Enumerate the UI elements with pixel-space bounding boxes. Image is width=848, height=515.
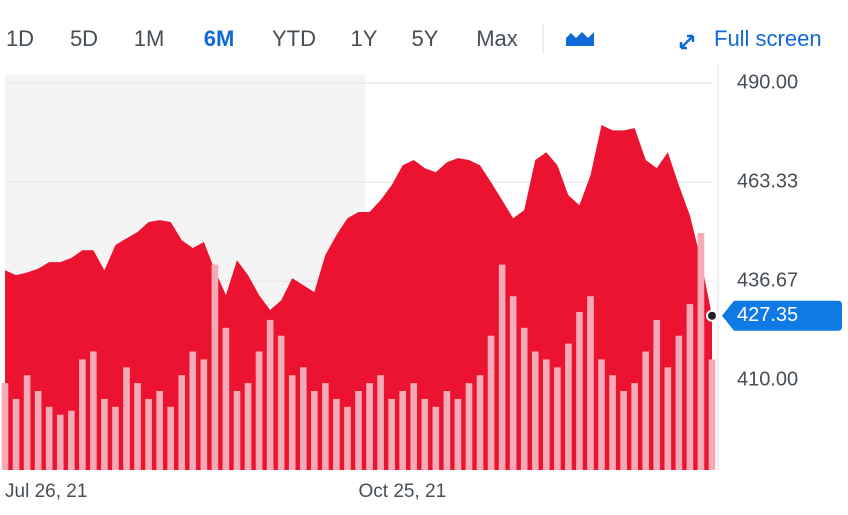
volume-bar bbox=[432, 406, 440, 470]
volume-bar bbox=[664, 367, 672, 470]
volume-bar bbox=[299, 367, 307, 470]
volume-bar bbox=[200, 359, 208, 470]
volume-bar bbox=[310, 391, 318, 470]
x-tick-label: Oct 25, 21 bbox=[359, 481, 447, 502]
volume-bar bbox=[487, 335, 495, 470]
range-button[interactable]: 5Y bbox=[412, 26, 439, 51]
volume-bar bbox=[443, 391, 451, 470]
volume-bar bbox=[266, 319, 274, 470]
volume-bar bbox=[90, 351, 97, 470]
volume-bar bbox=[322, 383, 329, 470]
volume-bar bbox=[112, 406, 119, 470]
volume-bar bbox=[708, 359, 716, 470]
volume-bar bbox=[377, 375, 384, 470]
volume-bar bbox=[344, 406, 351, 470]
volume-bar bbox=[454, 398, 462, 470]
volume-bar bbox=[101, 398, 108, 470]
volume-bar bbox=[399, 391, 407, 470]
volume-bar bbox=[233, 391, 241, 470]
volume-bar bbox=[178, 375, 186, 470]
range-button[interactable]: 1D bbox=[6, 26, 34, 51]
y-tick-label: 436.67 bbox=[737, 269, 798, 291]
fullscreen-label: Full screen bbox=[714, 26, 822, 51]
volume-bar bbox=[576, 312, 583, 470]
volume-bar bbox=[134, 383, 141, 470]
volume-bar bbox=[587, 296, 594, 470]
area-icon bbox=[566, 32, 594, 46]
volume-bar bbox=[520, 327, 528, 470]
volume-bar bbox=[79, 359, 86, 470]
range-button[interactable]: 1Y bbox=[351, 26, 378, 51]
volume-bar bbox=[211, 264, 219, 470]
volume-bar bbox=[565, 343, 572, 470]
range-button[interactable]: Max bbox=[476, 26, 518, 51]
volume-bar bbox=[244, 383, 252, 470]
range-button[interactable]: 1M bbox=[134, 26, 165, 51]
volume-bar bbox=[498, 264, 506, 470]
volume-bar bbox=[509, 296, 517, 470]
volume-bar bbox=[421, 398, 429, 470]
y-tick-label: 463.33 bbox=[737, 170, 798, 192]
volume-bar bbox=[631, 383, 638, 470]
last-price-tag bbox=[722, 300, 842, 331]
volume-bar bbox=[554, 367, 561, 470]
volume-bar bbox=[222, 327, 230, 470]
volume-bar bbox=[675, 335, 683, 470]
volume-bar bbox=[697, 233, 705, 470]
volume-bar bbox=[355, 391, 362, 470]
volume-bar bbox=[45, 406, 53, 470]
volume-bar bbox=[476, 375, 484, 470]
y-tick-label: 410.00 bbox=[737, 368, 798, 390]
volume-bar bbox=[642, 351, 650, 470]
volume-bar bbox=[167, 406, 175, 470]
volume-bar bbox=[609, 375, 616, 470]
volume-bar bbox=[288, 375, 296, 470]
last-price-dot bbox=[706, 309, 718, 322]
volume-bar bbox=[67, 410, 75, 470]
volume-bar bbox=[598, 359, 605, 470]
volume-bar bbox=[542, 359, 550, 470]
chart-type-button[interactable] bbox=[566, 32, 594, 46]
volume-bar bbox=[333, 398, 340, 470]
volume-bar bbox=[410, 383, 418, 470]
volume-bar bbox=[277, 335, 285, 470]
volume-bar bbox=[653, 319, 661, 470]
volume-bar bbox=[620, 391, 627, 470]
range-button[interactable]: YTD bbox=[272, 26, 316, 51]
volume-bar bbox=[531, 351, 539, 470]
last-price-label: 427.35 bbox=[737, 304, 798, 326]
volume-bar bbox=[255, 351, 263, 470]
volume-bar bbox=[686, 304, 694, 470]
range-button[interactable]: 6M bbox=[204, 26, 235, 51]
volume-bar bbox=[123, 367, 130, 470]
volume-bar bbox=[1, 383, 9, 470]
volume-bar bbox=[366, 383, 373, 470]
volume-bar bbox=[145, 398, 152, 470]
volume-bar bbox=[388, 398, 395, 470]
volume-bar bbox=[189, 351, 197, 470]
range-button[interactable]: 5D bbox=[70, 26, 98, 51]
expand-icon bbox=[679, 34, 695, 50]
x-tick-label: Jul 26, 21 bbox=[5, 481, 87, 502]
fullscreen-button[interactable]: Full screen bbox=[679, 26, 822, 51]
y-tick-label: 490.00 bbox=[737, 71, 798, 93]
volume-bar bbox=[34, 391, 42, 470]
volume-bar bbox=[156, 391, 163, 470]
volume-bar bbox=[56, 414, 64, 470]
volume-bar bbox=[23, 375, 31, 470]
volume-bar bbox=[12, 398, 20, 470]
volume-bar bbox=[465, 383, 473, 470]
